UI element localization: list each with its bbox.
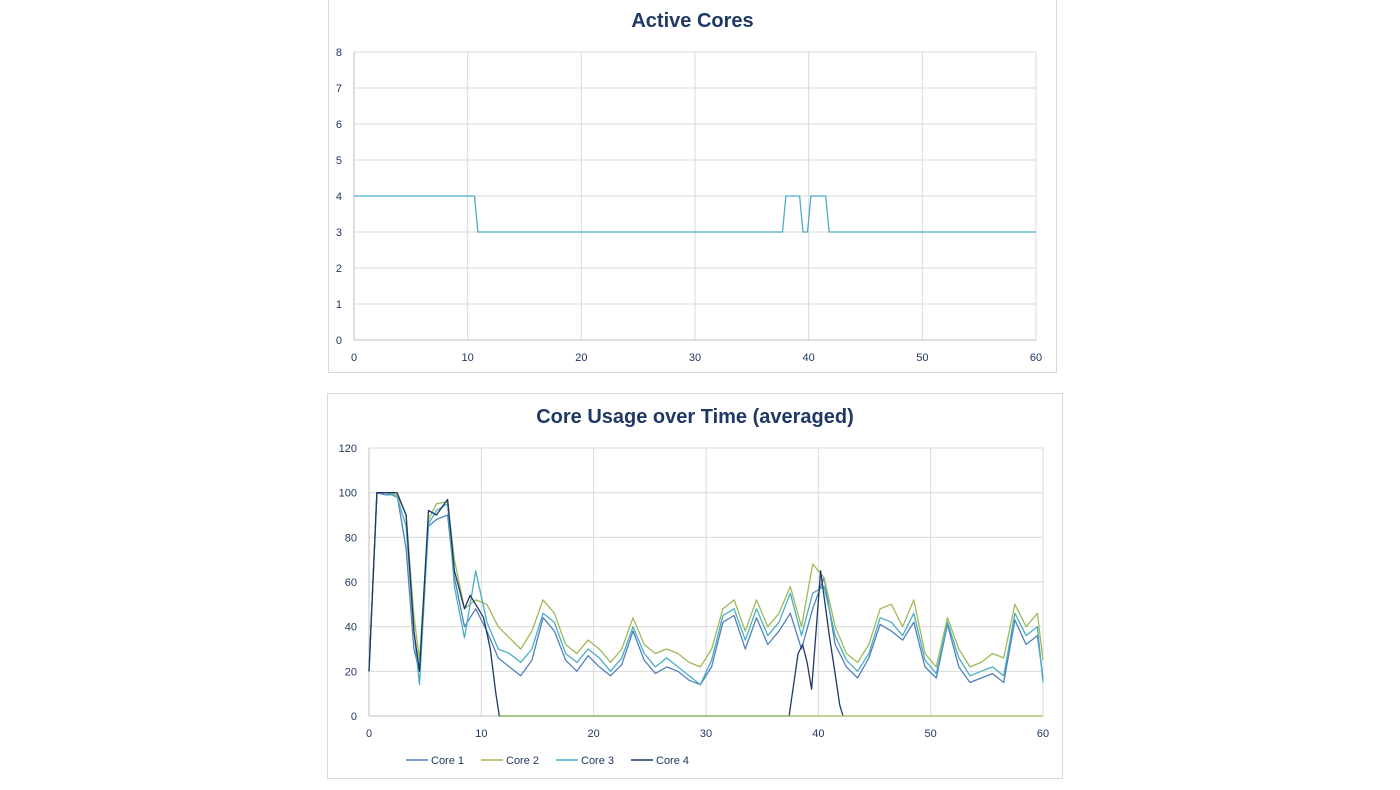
x-tick-label: 20 <box>575 352 587 364</box>
x-tick-label: 60 <box>1037 728 1049 740</box>
x-tick-label: 60 <box>1030 352 1042 364</box>
x-tick-label: 40 <box>803 352 815 364</box>
y-tick-label: 0 <box>351 711 357 723</box>
active-cores-plot: 0 1 2 3 4 5 6 7 8 0 10 20 30 40 50 60 <box>336 47 1042 364</box>
y-tick-label: 100 <box>339 488 357 500</box>
y-tick-label: 6 <box>336 119 342 131</box>
x-tick-label: 50 <box>916 352 928 364</box>
y-tick-label: 4 <box>336 191 342 203</box>
core-usage-plot: 0 20 40 60 80 100 120 0 10 20 30 40 50 60 Core 1 Core 2… <box>339 443 1049 767</box>
y-tick-label: 5 <box>336 155 342 167</box>
active-cores-chart: Active Cores 0 1 2 3 4 5 6 7 8 0 10 20 30 40 50 60 <box>328 0 1057 373</box>
y-tick-label: 0 <box>336 335 342 347</box>
x-tick-label: 50 <box>925 728 937 740</box>
x-tick-label: 0 <box>351 352 357 364</box>
y-tick-label: 40 <box>345 622 357 634</box>
x-tick-label: 30 <box>700 728 712 740</box>
x-tick-label: 10 <box>475 728 487 740</box>
chart-title: Active Cores <box>631 10 754 32</box>
x-tick-label: 0 <box>366 728 372 740</box>
y-tick-label: 20 <box>345 666 357 678</box>
legend-label: Core 1 <box>431 755 464 767</box>
series-line-2 <box>368 492 1044 672</box>
series-line-1 <box>354 195 1036 233</box>
y-tick-label: 2 <box>336 263 342 275</box>
x-tick-label: 20 <box>588 728 600 740</box>
chart-title: Core Usage over Time (averaged) <box>536 406 854 428</box>
x-tick-label: 10 <box>462 352 474 364</box>
series-line-4 <box>368 492 844 717</box>
x-tick-label: 30 <box>689 352 701 364</box>
y-tick-label: 80 <box>345 532 357 544</box>
y-tick-label: 3 <box>336 227 342 239</box>
y-tick-label: 8 <box>336 47 342 59</box>
y-tick-label: 7 <box>336 83 342 95</box>
series-line-1 <box>368 492 1044 686</box>
series-line-3 <box>368 492 1044 686</box>
legend-label: Core 2 <box>506 755 539 767</box>
y-tick-label: 120 <box>339 443 357 455</box>
core-usage-chart: Core Usage over Time (averaged) 0 20 40 60 8… <box>327 393 1063 779</box>
legend-label: Core 4 <box>656 755 689 767</box>
x-tick-label: 40 <box>812 728 824 740</box>
y-tick-label: 1 <box>336 299 342 311</box>
y-tick-label: 60 <box>345 577 357 589</box>
legend-label: Core 3 <box>581 755 614 767</box>
